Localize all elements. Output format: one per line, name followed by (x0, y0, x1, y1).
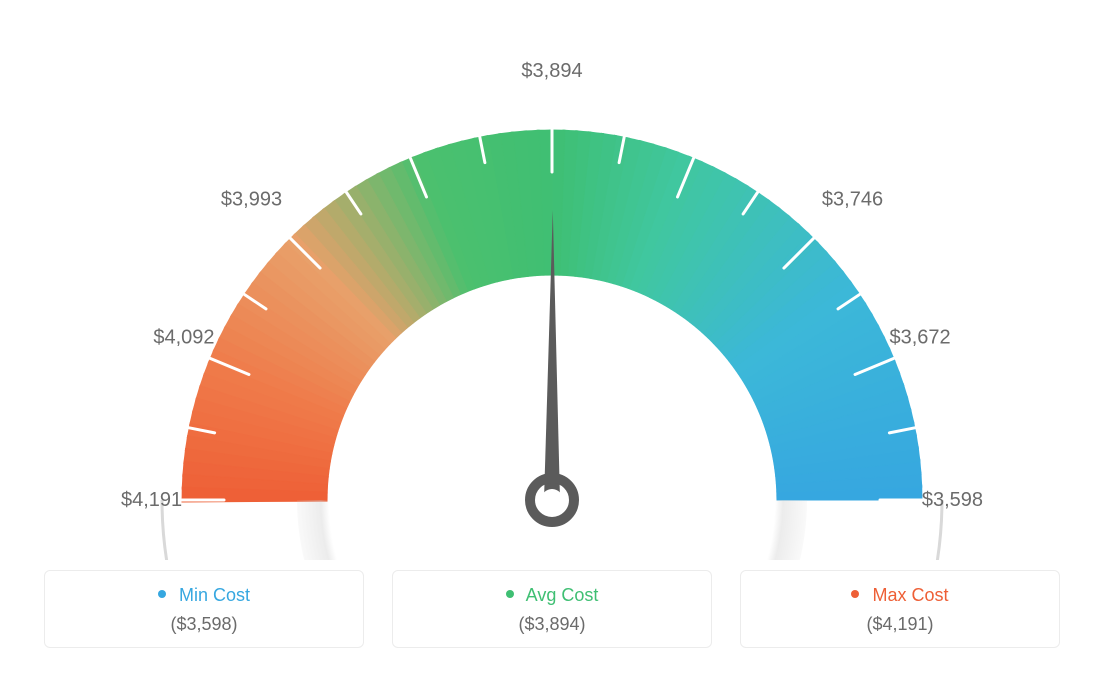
legend-value-max: ($4,191) (751, 614, 1049, 635)
legend-title-min: Min Cost (55, 585, 353, 606)
legend-value-avg: ($3,894) (403, 614, 701, 635)
gauge-tick-label: $3,746 (822, 188, 883, 210)
legend-label-max: Max Cost (872, 585, 948, 605)
gauge-tick-label: $4,092 (153, 326, 214, 348)
dot-avg (506, 590, 514, 598)
legend-row: Min Cost ($3,598) Avg Cost ($3,894) Max … (0, 570, 1104, 648)
gauge-tick-label: $3,894 (521, 60, 582, 82)
gauge-tick-label: $4,191 (121, 489, 182, 511)
gauge-tick-label: $3,993 (221, 188, 282, 210)
legend-label-avg: Avg Cost (526, 585, 599, 605)
legend-title-avg: Avg Cost (403, 585, 701, 606)
dot-max (851, 590, 859, 598)
legend-card-min: Min Cost ($3,598) (44, 570, 364, 648)
legend-card-max: Max Cost ($4,191) (740, 570, 1060, 648)
legend-title-max: Max Cost (751, 585, 1049, 606)
gauge-tick-label: $3,598 (922, 489, 983, 511)
legend-card-avg: Avg Cost ($3,894) (392, 570, 712, 648)
gauge-svg: $3,598 $3,672 $3,746 $3,894 $3,993 $4,092 $4,1… (0, 0, 1104, 560)
dot-min (158, 590, 166, 598)
gauge-chart: $3,598 $3,672 $3,746 $3,894 $3,993 $4,092 $4,1… (0, 0, 1104, 560)
legend-value-min: ($3,598) (55, 614, 353, 635)
legend-label-min: Min Cost (179, 585, 250, 605)
gauge-tick-label: $3,672 (889, 326, 950, 348)
